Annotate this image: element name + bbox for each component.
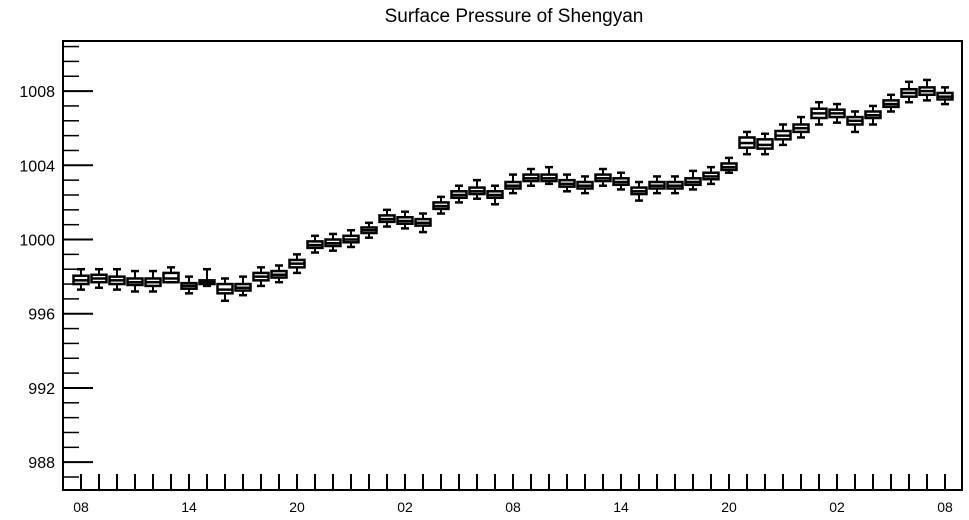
y-tick-label: 988: [28, 455, 55, 472]
box: [198, 267, 216, 288]
box: [594, 167, 612, 187]
x-tick-label: 08: [937, 499, 953, 515]
box: [702, 165, 720, 186]
box: [900, 80, 918, 104]
x-tick-label: 02: [397, 499, 413, 515]
box: [108, 267, 126, 291]
box: [522, 167, 540, 187]
chart-title: Surface Pressure of Shengyan: [385, 6, 644, 27]
y-tick-label: 1004: [19, 158, 55, 175]
box: [576, 175, 594, 195]
y-tick-label: 1008: [19, 84, 55, 101]
box: [126, 269, 144, 293]
box: [936, 86, 954, 106]
y-tick-label: 996: [28, 307, 55, 324]
box: [288, 253, 306, 275]
box: [612, 171, 630, 191]
box: [774, 123, 792, 147]
box: [432, 195, 450, 215]
box: [324, 232, 342, 252]
x-tick-label: 08: [73, 499, 89, 515]
box: [738, 130, 756, 156]
box: [846, 110, 864, 134]
box: [216, 277, 234, 303]
box: [180, 275, 198, 295]
box: [414, 212, 432, 234]
box: [450, 184, 468, 204]
box: [504, 173, 522, 195]
box: [558, 173, 576, 193]
x-tick-label: 08: [505, 499, 521, 515]
box: [396, 210, 414, 230]
y-tick-label: 992: [28, 381, 55, 398]
box: [306, 234, 324, 254]
y-axis: 988 992 996 1000 1004 1008: [19, 45, 93, 478]
box: [864, 104, 882, 126]
box: [252, 266, 270, 288]
box: [918, 78, 936, 102]
box: [234, 275, 252, 297]
x-axis: 08 14 20 02 08 14 20 02 08: [73, 474, 953, 515]
box: [810, 100, 828, 126]
box-series: [72, 78, 954, 303]
box: [756, 132, 774, 156]
x-tick-label: 20: [721, 499, 737, 515]
box: [144, 269, 162, 293]
box: [882, 93, 900, 113]
box: [360, 221, 378, 239]
box: [90, 267, 108, 290]
box: [828, 102, 846, 124]
y-tick-label: 1000: [19, 233, 55, 250]
box: [72, 267, 90, 291]
x-tick-label: 20: [289, 499, 305, 515]
box: [648, 175, 666, 195]
box: [162, 266, 180, 284]
box: [684, 169, 702, 191]
box: [630, 180, 648, 202]
box: [378, 208, 396, 228]
x-tick-label: 14: [181, 499, 197, 515]
x-tick-label: 02: [829, 499, 845, 515]
box: [666, 175, 684, 195]
box: [270, 264, 288, 284]
box: [486, 184, 504, 206]
box: [720, 156, 738, 174]
x-tick-label: 14: [613, 499, 629, 515]
box: [540, 165, 558, 186]
box: [468, 178, 486, 200]
box: [792, 115, 810, 139]
box: [342, 228, 360, 249]
